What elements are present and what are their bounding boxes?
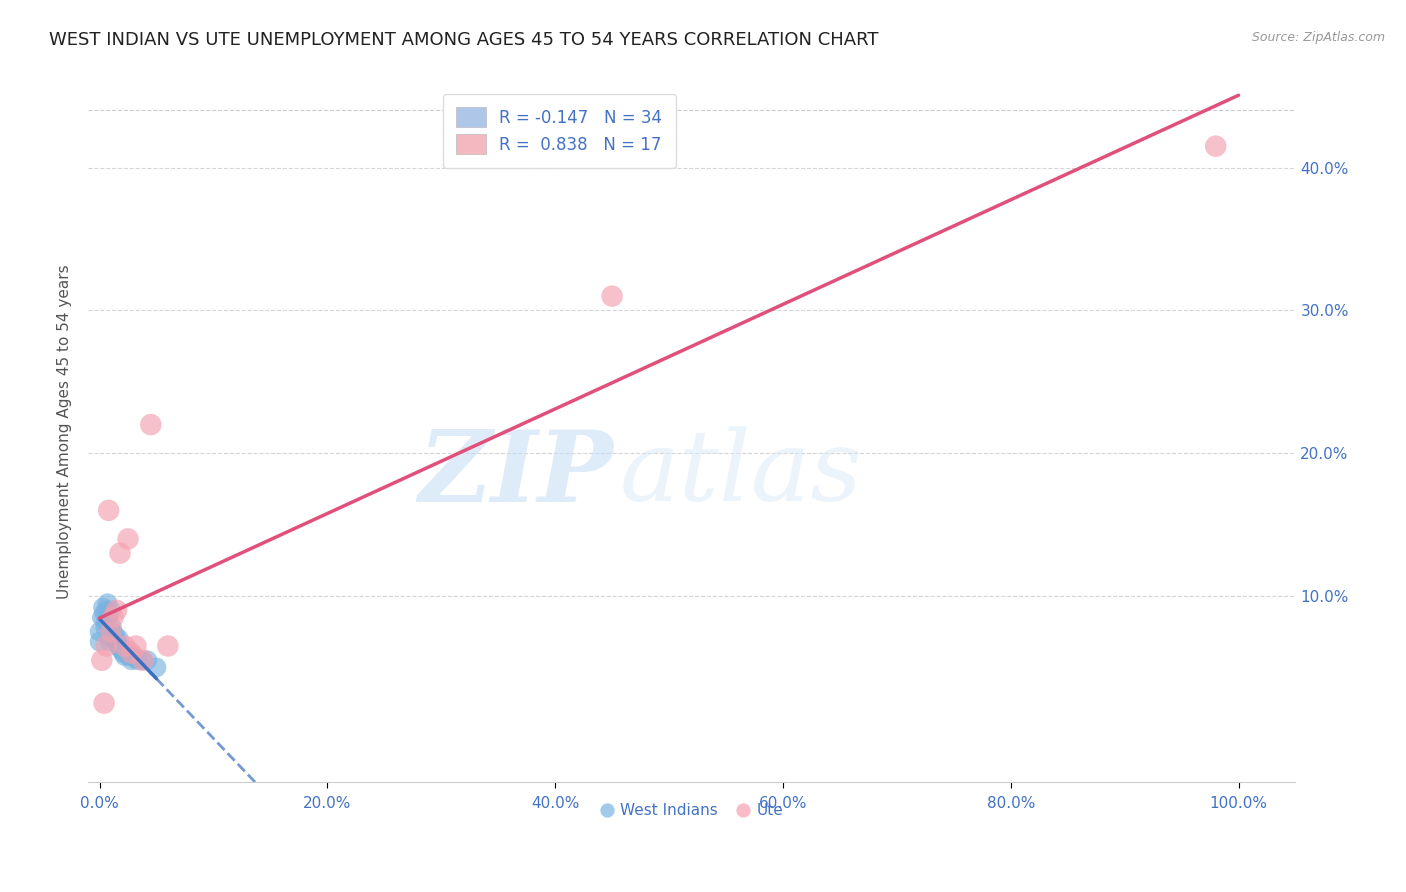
Point [125, 639, 148, 653]
Point [122, 648, 145, 663]
Point [115, 643, 138, 657]
Point [90, 610, 112, 624]
Point [97, 609, 120, 624]
Point [105, 603, 128, 617]
Point [96, 596, 118, 610]
Point [110, 643, 132, 657]
Legend: West Indians, Ute: West Indians, Ute [595, 797, 789, 824]
Point [94, 615, 117, 629]
Point [108, 639, 131, 653]
Point [101, 620, 124, 634]
Point [114, 648, 136, 663]
Point [104, 629, 127, 643]
Point [97, 503, 120, 517]
Point [100, 603, 122, 617]
Point [103, 610, 125, 624]
Point [118, 648, 141, 663]
Point [600, 289, 623, 303]
Point [132, 653, 155, 667]
Y-axis label: Unemployment Among Ages 45 to 54 years: Unemployment Among Ages 45 to 54 years [58, 264, 72, 599]
Point [89, 624, 111, 639]
Point [96, 603, 118, 617]
Point [93, 696, 115, 710]
Point [108, 632, 131, 646]
Point [114, 639, 136, 653]
Text: WEST INDIAN VS UTE UNEMPLOYMENT AMONG AGES 45 TO 54 YEARS CORRELATION CHART: WEST INDIAN VS UTE UNEMPLOYMENT AMONG AG… [49, 31, 879, 49]
Point [145, 660, 167, 674]
Text: atlas: atlas [620, 426, 862, 522]
Point [127, 653, 149, 667]
Point [120, 653, 142, 667]
Point [156, 639, 179, 653]
Point [136, 653, 159, 667]
Point [125, 652, 148, 666]
Point [94, 620, 117, 634]
Point [108, 546, 131, 560]
Point [103, 632, 125, 646]
Point [103, 626, 125, 640]
Point [89, 634, 111, 648]
Point [1205, 139, 1227, 153]
Point [111, 643, 134, 657]
Point [105, 634, 128, 648]
Point [91, 600, 114, 615]
Point [98, 629, 121, 643]
Point [120, 646, 142, 660]
Text: ZIP: ZIP [419, 425, 613, 522]
Point [132, 653, 155, 667]
Point [112, 646, 135, 660]
Point [139, 417, 162, 432]
Point [107, 639, 129, 653]
Text: Source: ZipAtlas.com: Source: ZipAtlas.com [1251, 31, 1385, 45]
Point [90, 653, 112, 667]
Point [93, 606, 115, 620]
Point [98, 634, 121, 648]
Point [96, 639, 118, 653]
Point [100, 624, 122, 639]
Point [117, 532, 139, 546]
